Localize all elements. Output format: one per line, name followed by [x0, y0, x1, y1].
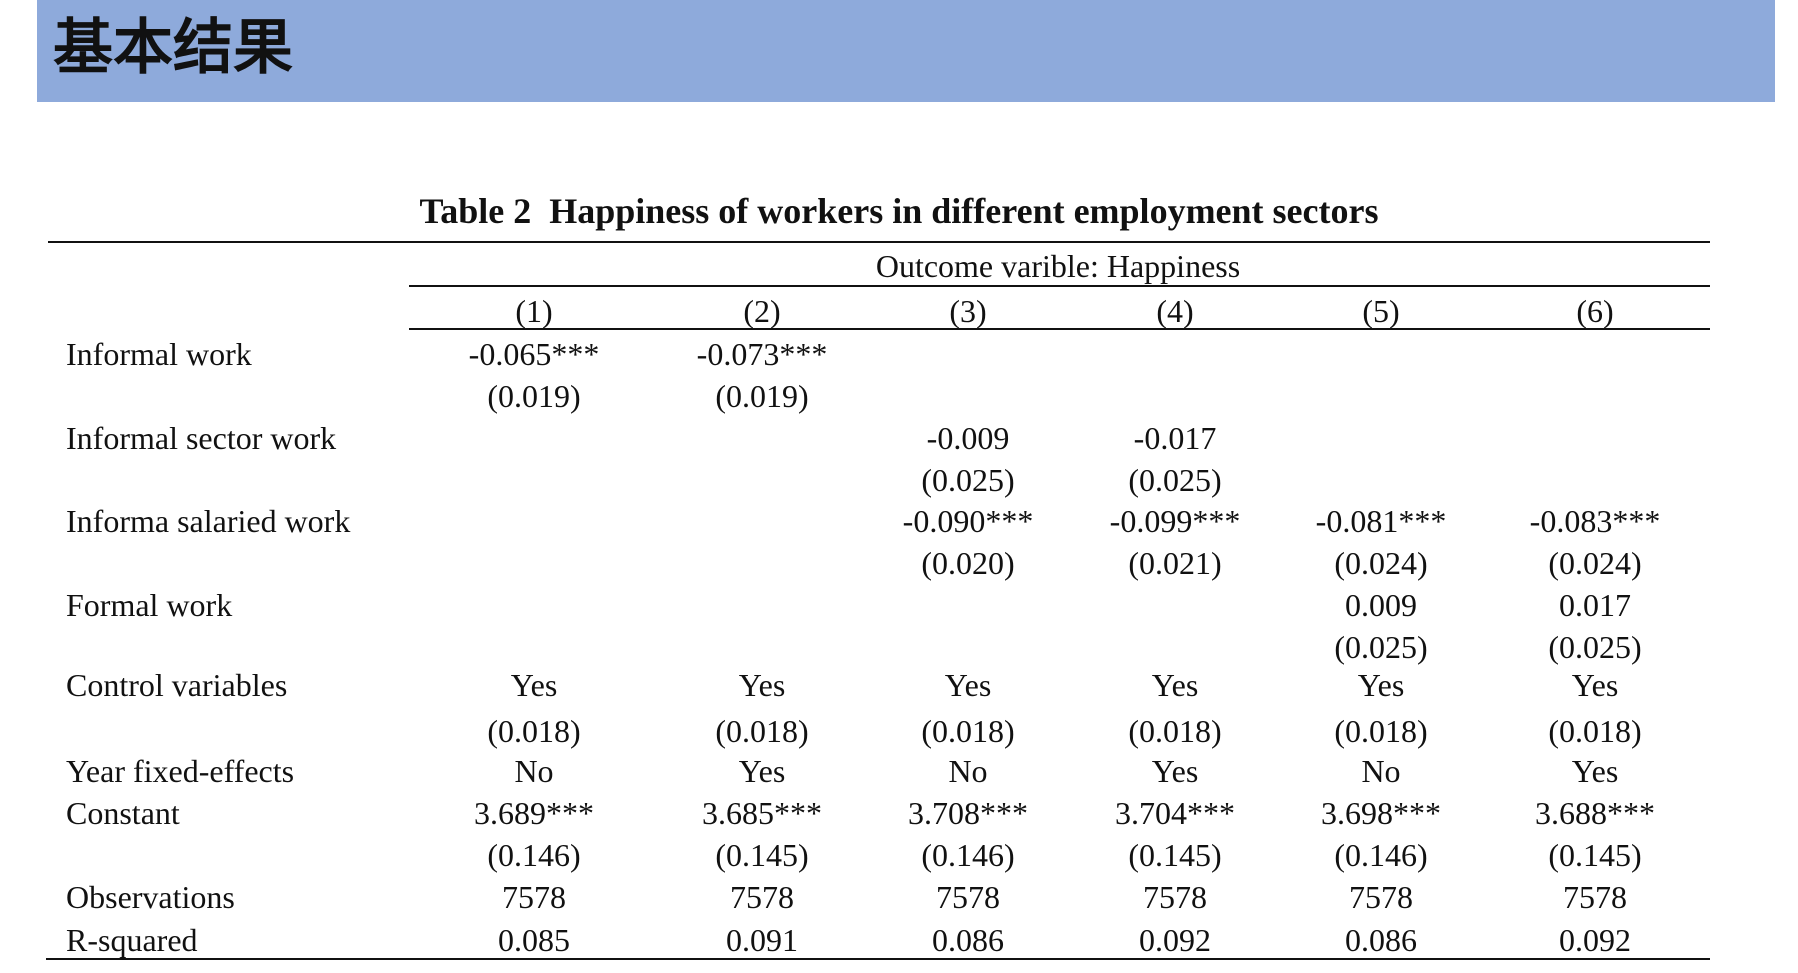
coefficient-cell: 0.092	[1139, 922, 1211, 958]
std-error-cell: (0.018)	[921, 713, 1015, 749]
coefficient-cell: 0.091	[726, 922, 798, 958]
row-label: Control variables	[66, 667, 288, 703]
std-error-cell: (0.019)	[487, 378, 581, 414]
coefficient-cell: -0.065***	[468, 336, 600, 372]
coefficient-cell: Yes	[1571, 753, 1619, 789]
row-label: R-squared	[66, 922, 198, 958]
row-label: Informa salaried work	[66, 503, 351, 539]
std-error-cell: (0.024)	[1334, 545, 1428, 581]
outcome-rule	[409, 285, 1710, 287]
coefficient-cell: 0.086	[1345, 922, 1417, 958]
coefficient-cell: 3.704***	[1115, 795, 1235, 831]
coefficient-cell: -0.083***	[1529, 503, 1661, 539]
table-title: Table 2 Happiness of workers in differen…	[0, 188, 1798, 234]
coefficient-cell: 0.092	[1559, 922, 1631, 958]
coefficient-cell: Yes	[1357, 667, 1405, 703]
slide-header: 基本结果	[37, 0, 1775, 102]
table-caption: Happiness of workers in different employ…	[549, 191, 1379, 231]
coefficient-cell: 3.698***	[1321, 795, 1441, 831]
bottom-rule	[46, 958, 1710, 960]
coefficient-cell: Yes	[944, 667, 992, 703]
column-header: (2)	[743, 293, 781, 329]
coefficient-cell: -0.017	[1133, 420, 1217, 456]
column-header: (6)	[1576, 293, 1614, 329]
outcome-label: Outcome varible: Happiness	[875, 248, 1241, 284]
std-error-cell: (0.025)	[1548, 629, 1642, 665]
coefficient-cell: 0.085	[498, 922, 570, 958]
coefficient-cell: 7578	[730, 879, 794, 915]
row-label: Observations	[66, 879, 235, 915]
coefficient-cell: 0.017	[1559, 587, 1631, 623]
coefficient-cell: 7578	[1563, 879, 1627, 915]
coefficient-cell: No	[1361, 753, 1401, 789]
coefficient-cell: Yes	[510, 667, 558, 703]
row-label: Formal work	[66, 587, 233, 623]
coefficient-cell: 3.688***	[1535, 795, 1655, 831]
std-error-cell: (0.018)	[715, 713, 809, 749]
std-error-cell: (0.146)	[921, 837, 1015, 873]
column-header: (3)	[949, 293, 987, 329]
std-error-cell: (0.018)	[1334, 713, 1428, 749]
std-error-cell: (0.146)	[1334, 837, 1428, 873]
header-rule	[409, 328, 1710, 330]
coefficient-cell: 0.086	[932, 922, 1004, 958]
std-error-cell: (0.145)	[1128, 837, 1222, 873]
std-error-cell: (0.145)	[1548, 837, 1642, 873]
row-label: Constant	[66, 795, 180, 831]
coefficient-cell: 3.708***	[908, 795, 1028, 831]
coefficient-cell: 0.009	[1345, 587, 1417, 623]
coefficient-cell: Yes	[738, 667, 786, 703]
std-error-cell: (0.019)	[715, 378, 809, 414]
coefficient-cell: -0.090***	[902, 503, 1034, 539]
std-error-cell: (0.018)	[1548, 713, 1642, 749]
slide-title: 基本结果	[53, 13, 293, 83]
std-error-cell: (0.146)	[487, 837, 581, 873]
coefficient-cell: -0.081***	[1315, 503, 1447, 539]
coefficient-cell: -0.073***	[696, 336, 828, 372]
coefficient-cell: 7578	[1143, 879, 1207, 915]
coefficient-cell: -0.099***	[1109, 503, 1241, 539]
coefficient-cell: 7578	[1349, 879, 1413, 915]
std-error-cell: (0.024)	[1548, 545, 1642, 581]
column-header: (4)	[1156, 293, 1194, 329]
coefficient-cell: 7578	[936, 879, 1000, 915]
coefficient-cell: No	[948, 753, 988, 789]
coefficient-cell: 7578	[502, 879, 566, 915]
column-header: (1)	[515, 293, 553, 329]
std-error-cell: (0.025)	[921, 462, 1015, 498]
std-error-cell: (0.025)	[1128, 462, 1222, 498]
coefficient-cell: Yes	[1571, 667, 1619, 703]
std-error-cell: (0.018)	[487, 713, 581, 749]
coefficient-cell: Yes	[738, 753, 786, 789]
row-label: Informal sector work	[66, 420, 337, 456]
std-error-cell: (0.021)	[1128, 545, 1222, 581]
std-error-cell: (0.018)	[1128, 713, 1222, 749]
std-error-cell: (0.145)	[715, 837, 809, 873]
coefficient-cell: No	[514, 753, 554, 789]
coefficient-cell: -0.009	[926, 420, 1010, 456]
std-error-cell: (0.025)	[1334, 629, 1428, 665]
coefficient-cell: Yes	[1151, 667, 1199, 703]
table-number: Table 2	[419, 191, 532, 231]
std-error-cell: (0.020)	[921, 545, 1015, 581]
top-rule	[48, 241, 1710, 243]
row-label: Informal work	[66, 336, 252, 372]
coefficient-cell: 3.685***	[702, 795, 822, 831]
coefficient-cell: Yes	[1151, 753, 1199, 789]
column-header: (5)	[1362, 293, 1400, 329]
row-label: Year fixed-effects	[66, 753, 295, 789]
coefficient-cell: 3.689***	[474, 795, 594, 831]
